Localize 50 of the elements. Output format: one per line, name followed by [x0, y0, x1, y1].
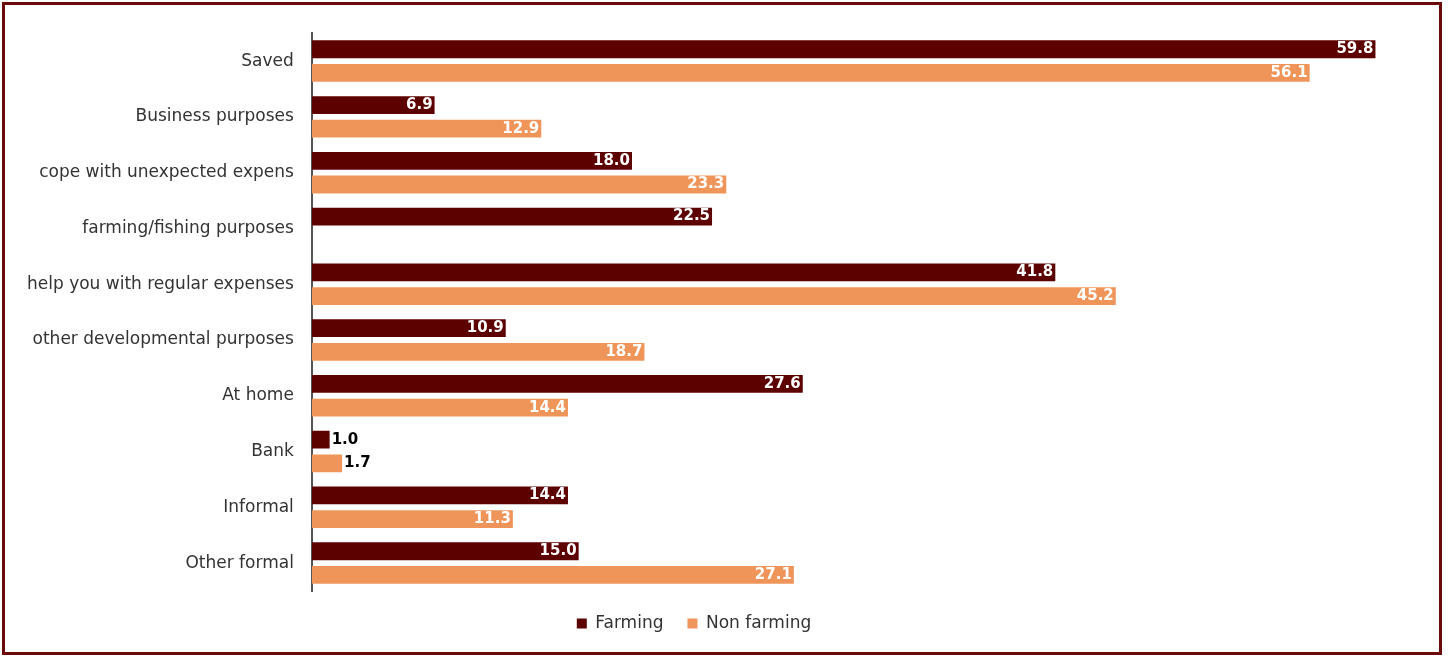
data-label: 59.8	[1336, 39, 1374, 58]
y-tick-label: farming/fishing purposes	[82, 216, 294, 237]
bar	[311, 96, 435, 114]
bar	[311, 64, 1310, 82]
bar	[311, 175, 727, 194]
bar	[311, 319, 506, 338]
bar	[311, 486, 568, 505]
bar	[311, 207, 713, 226]
y-tick-label: Other formal	[185, 551, 294, 572]
data-label: 1.0	[331, 429, 359, 448]
data-label: 12.9	[502, 118, 540, 137]
bar	[311, 342, 645, 361]
data-label: 6.9	[406, 94, 433, 113]
data-label: 27.6	[763, 373, 801, 392]
data-label: 45.2	[1076, 285, 1114, 304]
data-label: 11.3	[473, 509, 511, 528]
data-label: 14.4	[528, 397, 566, 416]
y-tick-label: help you with regular expenses	[26, 272, 294, 293]
bar	[311, 566, 794, 584]
bar	[311, 542, 579, 561]
legend-label: Farming	[595, 611, 664, 632]
legend-label: Non farming	[705, 611, 812, 632]
y-tick-label: Saved	[241, 49, 294, 70]
bar	[311, 430, 330, 449]
bar	[311, 454, 343, 473]
data-label: 27.1	[754, 564, 792, 583]
y-tick-label: At home	[222, 384, 294, 405]
bar	[311, 40, 1376, 59]
y-tick-label: other developmental purposes	[32, 328, 294, 349]
data-label: 18.0	[592, 150, 630, 169]
y-tick-label: cope with unexpected expens	[39, 161, 294, 182]
y-tick-label: Business purposes	[135, 105, 294, 126]
data-label: 22.5	[673, 206, 711, 225]
data-label: 41.8	[1016, 262, 1054, 281]
data-label: 14.4	[528, 485, 566, 504]
bar	[311, 119, 542, 138]
data-label: 18.7	[605, 341, 643, 360]
data-label: 56.1	[1270, 62, 1308, 81]
data-label: 15.0	[539, 541, 577, 560]
y-tick-label: Informal	[223, 495, 294, 516]
bar	[311, 375, 803, 393]
data-label: 10.9	[466, 318, 504, 337]
data-label: 1.7	[344, 453, 371, 472]
bar	[311, 510, 513, 529]
bar	[311, 287, 1116, 305]
bar	[311, 263, 1056, 282]
bar	[311, 398, 568, 417]
y-tick-label: Bank	[251, 439, 294, 460]
data-label: 23.3	[687, 174, 725, 193]
bar	[311, 151, 632, 170]
